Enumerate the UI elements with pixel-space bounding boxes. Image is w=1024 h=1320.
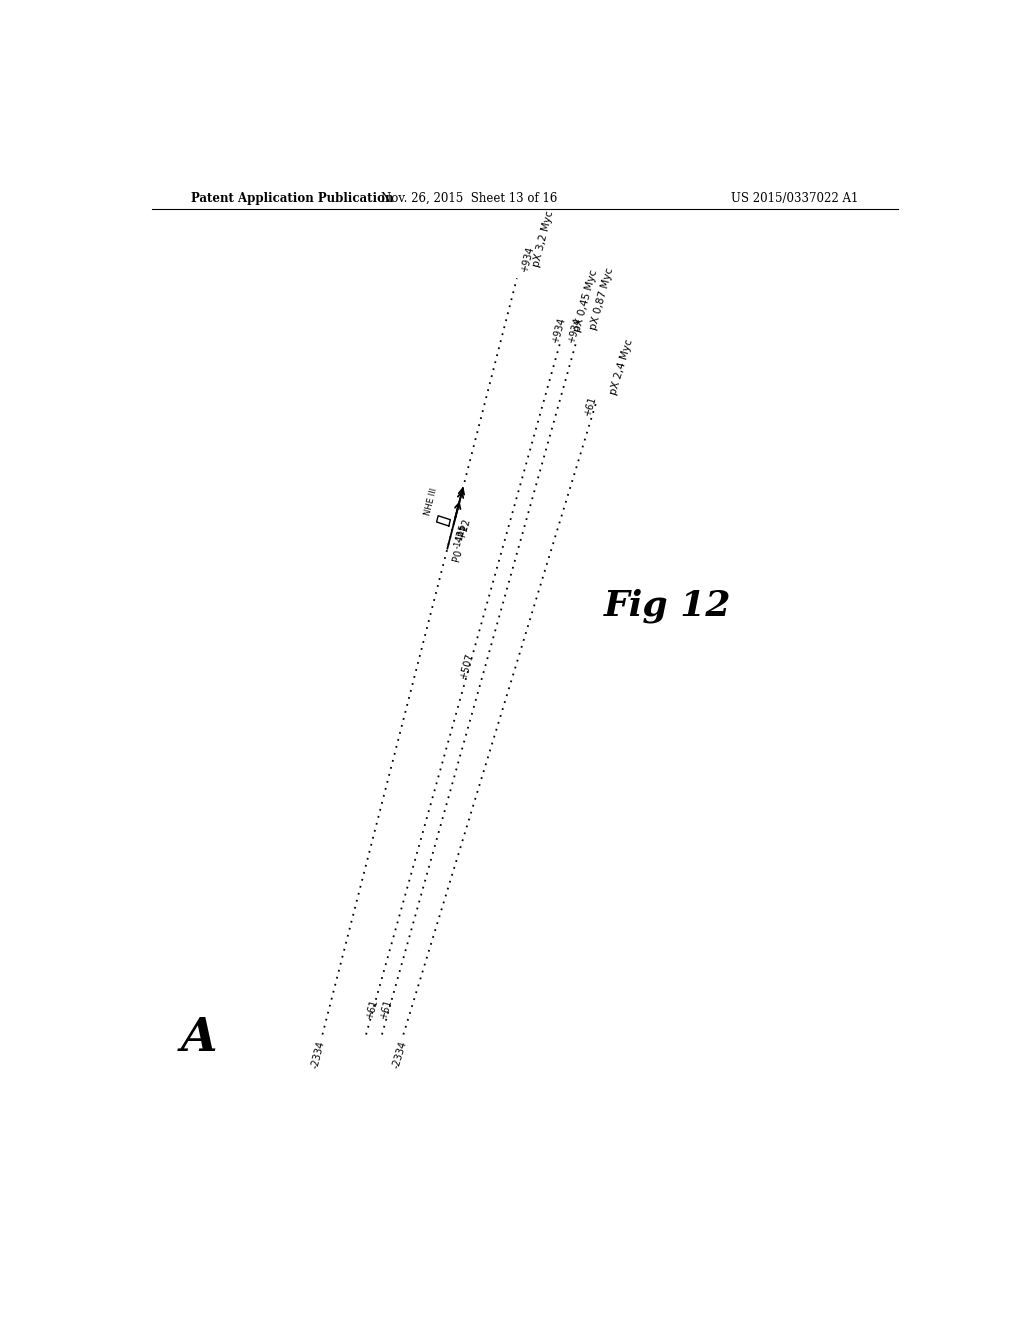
Text: +61: +61	[364, 998, 379, 1020]
Text: +507: +507	[459, 652, 475, 680]
Text: -2334: -2334	[390, 1040, 409, 1069]
Text: P0: P0	[452, 548, 464, 562]
Text: P1: P1	[458, 524, 470, 539]
Text: P2: P2	[459, 517, 472, 532]
Text: -115: -115	[455, 523, 468, 544]
Text: Patent Application Publication: Patent Application Publication	[191, 191, 394, 205]
Text: +934: +934	[519, 246, 536, 273]
Text: pX 0,45 Myc: pX 0,45 Myc	[572, 269, 599, 333]
Text: Fig 12: Fig 12	[604, 589, 731, 623]
Text: -2334: -2334	[310, 1040, 327, 1069]
Text: pX 3,2 Myc: pX 3,2 Myc	[531, 210, 555, 268]
Text: A: A	[181, 1015, 218, 1060]
Text: -142: -142	[453, 529, 466, 550]
Text: +934: +934	[550, 315, 567, 345]
Text: +61: +61	[583, 395, 598, 417]
Text: pX 0,87 Myc: pX 0,87 Myc	[588, 267, 615, 331]
Text: +61: +61	[378, 998, 393, 1020]
Text: Nov. 26, 2015  Sheet 13 of 16: Nov. 26, 2015 Sheet 13 of 16	[381, 191, 557, 205]
Text: +934: +934	[566, 315, 583, 345]
Text: NHE III: NHE III	[423, 487, 438, 516]
Text: pX 2,4 Myc: pX 2,4 Myc	[608, 338, 635, 396]
Text: US 2015/0337022 A1: US 2015/0337022 A1	[731, 191, 858, 205]
